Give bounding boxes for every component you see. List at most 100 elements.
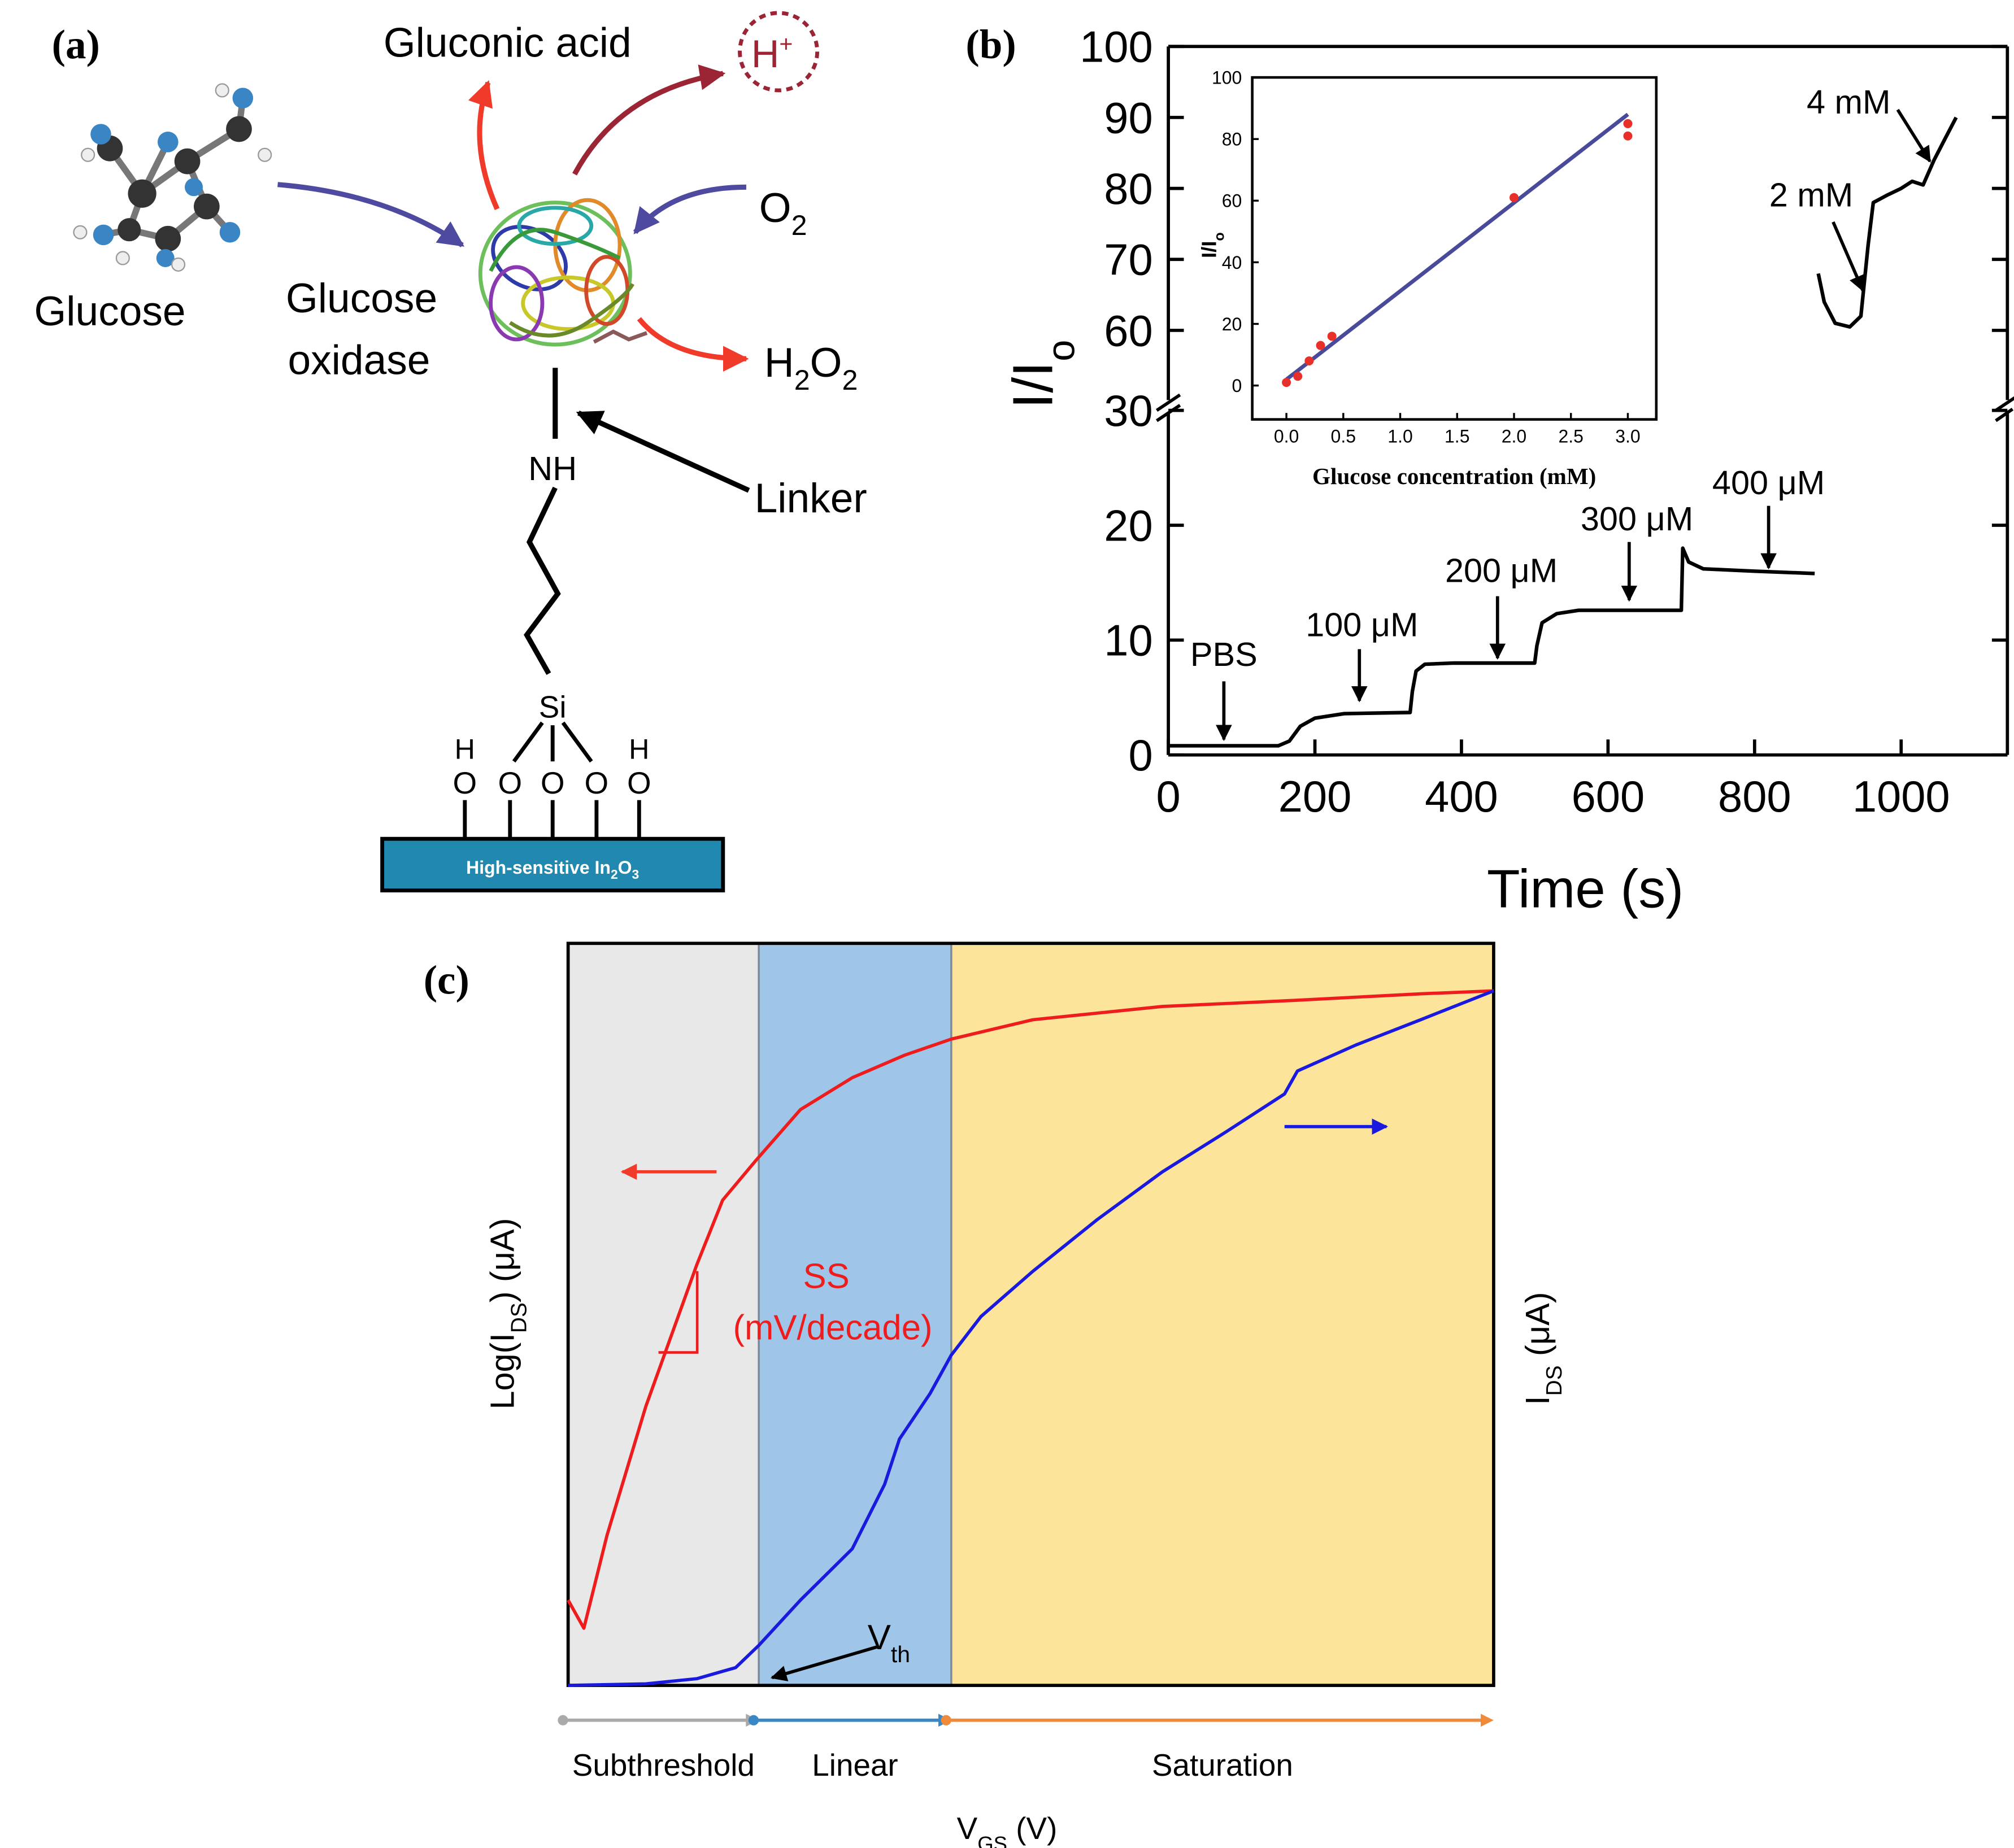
data-point bbox=[1509, 193, 1519, 202]
substrate bbox=[380, 836, 725, 893]
y-tick-label: 90 bbox=[1104, 94, 1152, 142]
diagram-label: O2 bbox=[759, 185, 807, 241]
region-arrow-start bbox=[558, 1715, 568, 1725]
plot-frame bbox=[566, 942, 1495, 1687]
y-tick-label: 80 bbox=[1222, 129, 1242, 150]
diagram-label: O bbox=[585, 765, 609, 800]
diagram-label: Si bbox=[539, 689, 567, 724]
y-tick-label: 40 bbox=[1222, 252, 1242, 273]
region-label: Subthreshold bbox=[572, 1747, 755, 1782]
data-point bbox=[1293, 372, 1303, 381]
label-part: O bbox=[810, 340, 842, 386]
x-axis-label: VGS (V) bbox=[957, 1811, 1058, 1848]
annotation: 200 μM bbox=[1445, 551, 1558, 589]
diagram-label: oxidase bbox=[288, 338, 430, 383]
axis-frame bbox=[1155, 45, 2014, 757]
annotation-part: th bbox=[891, 1641, 910, 1667]
x-tick-label: 0 bbox=[1156, 773, 1181, 821]
diagram-label: High-sensitive In2O3 bbox=[466, 857, 639, 882]
panel-label: (c) bbox=[424, 957, 469, 1003]
y-tick-label: 0 bbox=[1128, 731, 1152, 780]
y2-axis-label: IDS (μA) bbox=[1519, 1292, 1567, 1405]
atoms bbox=[73, 83, 272, 272]
y2-axis-label-part: I bbox=[1519, 1396, 1556, 1405]
y-tick-label: 60 bbox=[1222, 191, 1242, 211]
x-tick-label: 800 bbox=[1718, 773, 1791, 821]
label-part: High-sensitive In bbox=[466, 857, 611, 878]
y2-axis-label-part: DS bbox=[1542, 1365, 1567, 1396]
bonds bbox=[463, 721, 641, 839]
y-axis-label-part: o bbox=[1212, 232, 1228, 241]
region bbox=[951, 943, 1494, 1686]
proton-circle bbox=[738, 11, 820, 93]
chain bbox=[524, 486, 561, 675]
region-label: Saturation bbox=[1152, 1747, 1293, 1782]
x-tick-label: 3.0 bbox=[1615, 426, 1640, 447]
data-point bbox=[1623, 131, 1633, 141]
annotation: 2 mM bbox=[1769, 176, 1853, 214]
panel-label: (b) bbox=[965, 21, 1016, 67]
y-axis-label: I/Io bbox=[1001, 340, 1082, 409]
y-axis-label-part: o bbox=[1039, 340, 1082, 361]
x-tick-label: 0.5 bbox=[1331, 426, 1356, 447]
arrow bbox=[633, 184, 746, 234]
y-tick-label: 20 bbox=[1222, 314, 1242, 334]
annotation: 100 μM bbox=[1306, 605, 1418, 643]
y-axis-label: I/Io bbox=[1198, 232, 1228, 258]
y-tick-label: 0 bbox=[1232, 376, 1242, 396]
panel-label: (a) bbox=[52, 21, 100, 67]
y-tick-label: 30 bbox=[1104, 387, 1152, 435]
x-tick-label: 200 bbox=[1278, 773, 1352, 821]
label-part: 2 bbox=[791, 210, 807, 241]
x-tick-label: 400 bbox=[1425, 773, 1498, 821]
label-part: + bbox=[779, 30, 793, 56]
y-tick-label: 100 bbox=[1080, 23, 1153, 72]
annotation: Vth bbox=[868, 1618, 910, 1667]
y-tick-label: 80 bbox=[1104, 165, 1152, 213]
diagram-label: Glucose bbox=[286, 276, 437, 321]
arrow bbox=[576, 411, 750, 493]
label-part: H bbox=[764, 340, 794, 386]
y-axis-label-part: DS bbox=[507, 1302, 531, 1333]
annotation: PBS bbox=[1190, 635, 1258, 673]
label-part: O bbox=[618, 857, 632, 878]
diagram-label: H+ bbox=[751, 30, 793, 75]
y-axis-label-part: Log(I bbox=[484, 1333, 521, 1409]
region bbox=[759, 943, 951, 1686]
label-part: O bbox=[759, 185, 791, 231]
x-axis-label: Glucose concentration (mM) bbox=[1312, 463, 1596, 490]
x-axis-label-part: V bbox=[957, 1811, 978, 1846]
label-part: H bbox=[751, 32, 780, 76]
diagram-label: Glucose bbox=[34, 289, 185, 334]
chart-c-decor bbox=[620, 1118, 1389, 1681]
diagram-label: O bbox=[498, 765, 522, 800]
data-point bbox=[1282, 378, 1291, 387]
diagram-label: H2O2 bbox=[764, 340, 858, 396]
inset-chart: 0 20 40 60 80 100 0.0 0.5 1.0 1.5 2.0 2.5 3.0 Glucose… bbox=[1198, 68, 1658, 490]
x-axis-label-part: GS bbox=[977, 1832, 1007, 1848]
fit-line bbox=[1285, 112, 1629, 381]
diagram-label: O bbox=[453, 765, 477, 800]
data-point bbox=[1316, 341, 1325, 350]
label-part: 2 bbox=[794, 364, 810, 396]
data-line bbox=[1168, 116, 1958, 748]
annotations: PBS 100 μM 200 μM 300 μM 400 μM 2 mM 4 m… bbox=[1190, 83, 1891, 673]
data-point bbox=[1327, 332, 1337, 341]
arrow bbox=[572, 64, 726, 176]
region-arrowhead bbox=[1481, 1714, 1494, 1727]
diagram-label: Linker bbox=[755, 476, 867, 521]
x-axis-label-part: (V) bbox=[1007, 1811, 1057, 1846]
diagram-label: Gluconic acid bbox=[384, 20, 632, 66]
enzyme-structure bbox=[478, 198, 648, 347]
annotation: 300 μM bbox=[1581, 500, 1693, 538]
y-tick-label: 70 bbox=[1104, 236, 1152, 285]
annotation: SS bbox=[803, 1257, 849, 1296]
arrow bbox=[637, 317, 749, 372]
y-tick-label: 10 bbox=[1104, 617, 1152, 665]
y-tick-label: 20 bbox=[1104, 502, 1152, 550]
x-tick-label: 0.0 bbox=[1274, 426, 1299, 447]
